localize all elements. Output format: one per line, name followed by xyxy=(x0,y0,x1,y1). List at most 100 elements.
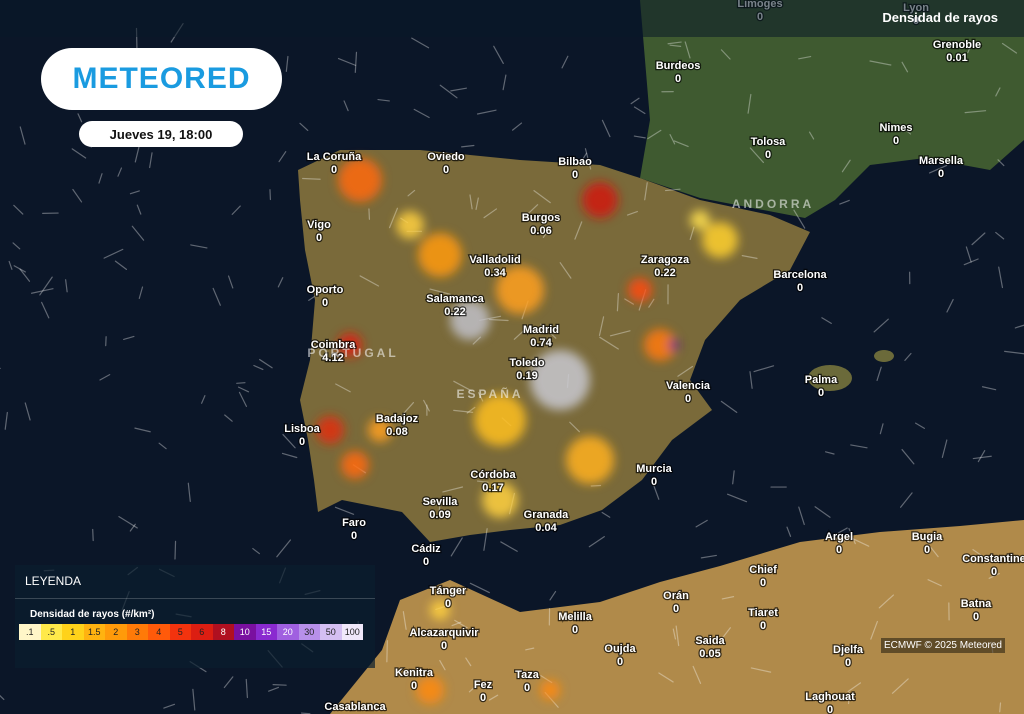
wind-streak xyxy=(988,572,1000,579)
lightning-blob xyxy=(316,416,344,444)
city-name: Tánger xyxy=(430,585,467,597)
wind-streak xyxy=(129,190,140,195)
city-value: 0.19 xyxy=(516,370,537,382)
city-value: 0 xyxy=(818,387,824,399)
wind-streak xyxy=(1014,324,1024,329)
wind-streak xyxy=(848,527,856,545)
city-value: 4.12 xyxy=(322,352,343,364)
wind-streak xyxy=(559,262,572,279)
city-name: Valencia xyxy=(666,380,711,392)
wind-streak xyxy=(190,244,208,249)
wind-streak xyxy=(972,549,984,558)
wind-streak xyxy=(12,242,21,250)
wind-streak xyxy=(502,74,507,91)
city-value: 0 xyxy=(572,624,578,636)
wind-streak xyxy=(633,135,646,139)
wind-streak xyxy=(343,100,349,112)
legend-swatch: 8 xyxy=(212,624,234,640)
city-value: 0 xyxy=(299,436,305,448)
menorca xyxy=(874,350,894,362)
wind-streak xyxy=(19,126,26,145)
wind-streak xyxy=(224,414,233,422)
wind-streak xyxy=(13,204,24,215)
wind-streak xyxy=(747,93,752,114)
city-value: 0 xyxy=(685,393,691,405)
wind-streak xyxy=(721,596,735,600)
wind-streak xyxy=(187,482,191,503)
city-name: Granada xyxy=(524,509,570,521)
lightning-blob xyxy=(338,333,362,357)
wind-streak xyxy=(901,126,912,135)
country-name: ANDORRA xyxy=(732,197,814,211)
wind-streak xyxy=(549,590,557,601)
wind-streak xyxy=(77,113,83,123)
legend-scale: .1.5 1 1.5 2 3 4 5 6 8 10 15 20 30 50 100 xyxy=(19,624,363,640)
wind-streak xyxy=(513,326,529,340)
wind-streak xyxy=(477,392,484,402)
city-name: Madrid xyxy=(523,324,559,336)
wind-streak xyxy=(870,620,878,640)
wind-streak xyxy=(65,279,68,293)
wind-streak xyxy=(900,492,913,508)
wind-streak xyxy=(930,547,939,558)
wind-streak xyxy=(281,452,298,459)
wind-streak xyxy=(212,287,221,306)
wind-streak xyxy=(114,260,128,270)
wind-streak xyxy=(30,288,54,294)
wind-streak xyxy=(972,455,992,460)
wind-streak xyxy=(335,383,351,393)
wind-streak xyxy=(302,177,321,180)
lightning-blob xyxy=(540,680,560,700)
wind-streak xyxy=(542,227,551,238)
wind-streak xyxy=(927,579,942,587)
city-value: 0.22 xyxy=(654,267,675,279)
city-name: Zaragoza xyxy=(641,254,690,266)
wind-streak xyxy=(488,694,499,701)
wind-streak xyxy=(798,55,812,60)
wind-streak xyxy=(749,147,764,164)
wind-streak xyxy=(824,451,835,455)
city-name: Orán xyxy=(663,590,689,602)
wind-streak xyxy=(488,318,509,322)
wind-streak xyxy=(41,301,50,319)
city-name: Laghouat xyxy=(805,691,855,703)
city-value: 0.09 xyxy=(429,509,450,521)
wind-streak xyxy=(977,449,986,463)
wind-streak xyxy=(841,159,851,173)
wind-streak xyxy=(24,402,31,421)
wind-streak xyxy=(245,678,248,699)
wind-streak xyxy=(39,276,53,296)
wind-streak xyxy=(277,277,284,288)
wind-streak xyxy=(616,293,619,312)
wind-streak xyxy=(238,391,248,407)
wind-streak xyxy=(891,678,909,694)
wind-streak xyxy=(8,260,13,270)
city-value: 0 xyxy=(675,73,681,85)
wind-streak xyxy=(450,537,463,557)
lightning-blob xyxy=(474,394,526,446)
legend-swatch: 1 xyxy=(62,624,84,640)
wind-streak xyxy=(995,87,1001,97)
wind-streak xyxy=(259,358,273,369)
city-value: 0.01 xyxy=(946,52,967,64)
city-name: Tolosa xyxy=(751,136,787,148)
wind-streak xyxy=(476,109,497,115)
city-value: 0.08 xyxy=(386,426,407,438)
wind-streak xyxy=(423,399,430,412)
wind-streak xyxy=(377,98,390,102)
wind-streak xyxy=(672,628,676,640)
city-value: 0.22 xyxy=(444,306,465,318)
wind-streak xyxy=(965,246,972,263)
wind-streak xyxy=(138,286,144,299)
wind-streak xyxy=(995,231,1005,240)
city-name: Lisboa xyxy=(284,423,320,435)
wind-streak xyxy=(299,122,309,132)
lightning-blob xyxy=(496,266,544,314)
wind-streak xyxy=(998,266,1004,289)
wind-streak xyxy=(525,647,535,651)
layer-name[interactable]: Densidad de rayos xyxy=(882,10,998,25)
lightning-blob xyxy=(582,182,618,218)
city-name: Grenoble xyxy=(933,39,981,51)
wind-streak xyxy=(720,400,738,414)
wind-streak xyxy=(963,258,979,266)
